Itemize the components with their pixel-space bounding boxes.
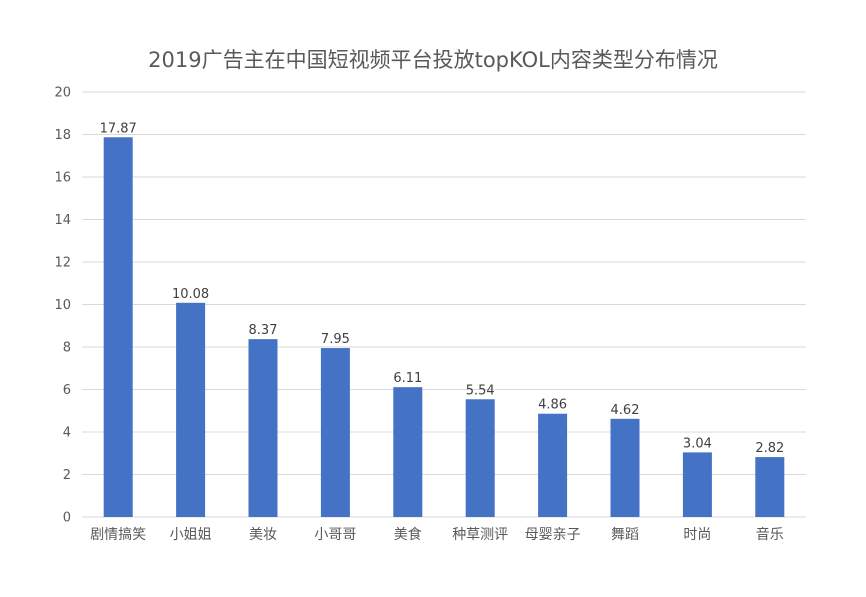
y-tick-label: 10 xyxy=(54,298,71,313)
y-tick-label: 2 xyxy=(63,468,71,483)
data-label: 7.95 xyxy=(321,332,350,347)
bar xyxy=(103,137,133,517)
y-tick-label: 8 xyxy=(63,341,71,356)
bar xyxy=(320,348,350,517)
data-label: 3.04 xyxy=(683,436,712,451)
bar xyxy=(610,418,640,517)
x-tick-label: 小姐姐 xyxy=(170,527,212,543)
data-label: 17.87 xyxy=(100,121,137,136)
data-label: 4.62 xyxy=(611,403,640,418)
y-tick-label: 18 xyxy=(54,128,71,143)
data-label: 2.82 xyxy=(755,441,784,456)
y-tick-label: 16 xyxy=(54,171,71,186)
data-label: 10.08 xyxy=(172,287,209,302)
y-tick-label: 0 xyxy=(63,511,71,526)
x-tick-label: 小哥哥 xyxy=(314,527,356,543)
y-tick-label: 6 xyxy=(63,383,71,398)
bar xyxy=(248,339,278,517)
bar xyxy=(465,399,495,517)
x-tick-label: 剧情搞笑 xyxy=(90,527,146,543)
bar xyxy=(538,413,568,517)
x-tick-label: 美食 xyxy=(394,526,422,543)
x-axis: 剧情搞笑 小姐姐 美妆 小哥哥 美食 种草测评 母婴亲子 舞蹈 时尚 音乐 xyxy=(90,526,784,543)
bar xyxy=(176,302,206,517)
chart-title: 2019广告主在中国短视频平台投放topKOL内容类型分布情况 xyxy=(148,48,718,72)
bars xyxy=(103,137,785,517)
data-label: 6.11 xyxy=(393,371,422,386)
x-tick-label: 美妆 xyxy=(249,527,277,543)
data-label: 4.86 xyxy=(538,398,567,413)
x-tick-label: 舞蹈 xyxy=(611,527,639,543)
x-tick-label: 音乐 xyxy=(756,526,784,543)
bar xyxy=(682,452,712,517)
bar xyxy=(755,457,785,517)
data-label: 5.54 xyxy=(466,383,495,398)
y-tick-label: 4 xyxy=(63,426,71,441)
y-tick-label: 12 xyxy=(54,256,71,271)
data-labels: 17.87 10.08 8.37 7.95 6.11 5.54 4.86 4.62 3.04 2.… xyxy=(100,121,785,456)
y-axis: 0 2 4 6 8 10 12 14 16 18 20 xyxy=(54,86,71,526)
data-label: 8.37 xyxy=(249,323,278,338)
bar xyxy=(393,387,423,517)
x-tick-label: 种草测评 xyxy=(452,527,508,543)
x-tick-label: 母婴亲子 xyxy=(525,527,581,543)
y-tick-label: 14 xyxy=(54,213,71,228)
x-tick-label: 时尚 xyxy=(683,527,711,543)
y-tick-label: 20 xyxy=(54,86,71,101)
